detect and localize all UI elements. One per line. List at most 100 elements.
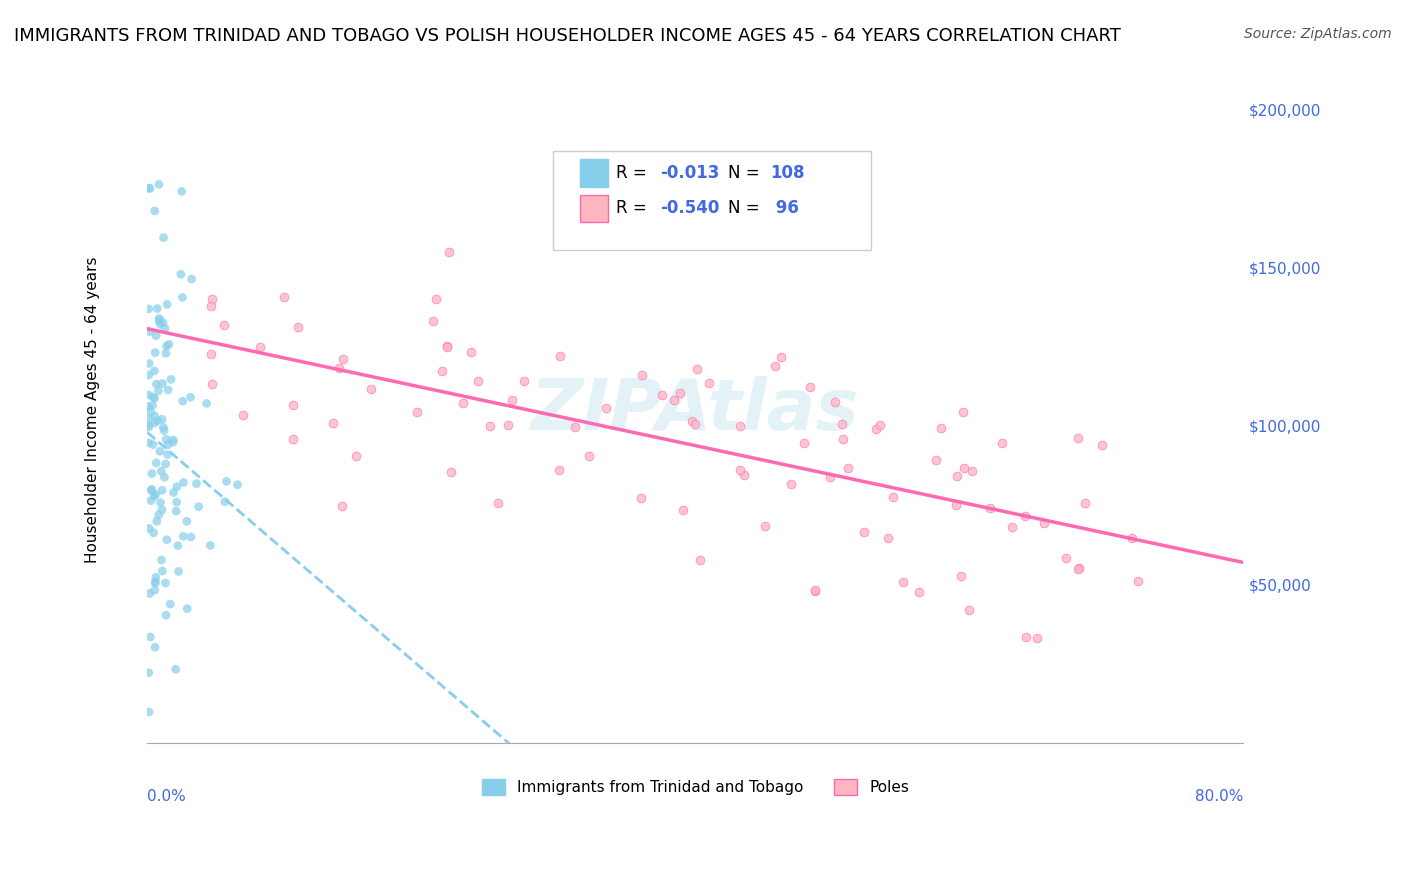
Point xyxy=(172,529,194,543)
Point xyxy=(143,416,166,430)
Point xyxy=(143,575,166,590)
Point xyxy=(831,417,853,431)
Point xyxy=(281,398,304,412)
Point xyxy=(979,501,1001,516)
Text: N =: N = xyxy=(728,200,765,218)
Point xyxy=(156,438,179,452)
Point xyxy=(148,384,170,398)
Point xyxy=(139,586,162,600)
Point xyxy=(425,292,447,306)
Point xyxy=(176,601,198,615)
Point xyxy=(876,531,898,545)
Point xyxy=(287,320,309,334)
Point xyxy=(949,568,972,582)
Point xyxy=(1121,531,1143,545)
Bar xyxy=(581,160,607,187)
Point xyxy=(156,533,179,547)
Point xyxy=(155,339,177,353)
Point xyxy=(155,608,177,623)
Point xyxy=(170,185,193,199)
Point xyxy=(273,290,295,304)
Point xyxy=(908,584,931,599)
Point xyxy=(166,539,188,553)
Point xyxy=(332,351,354,366)
Point xyxy=(141,399,163,413)
Point xyxy=(957,603,980,617)
Point xyxy=(360,382,382,396)
Point xyxy=(803,584,825,599)
Point xyxy=(437,244,460,259)
Point xyxy=(176,514,198,528)
Point xyxy=(186,476,208,491)
Point xyxy=(162,485,184,500)
Point xyxy=(925,453,948,467)
Point xyxy=(662,392,685,407)
Point xyxy=(200,539,222,553)
Point xyxy=(157,383,180,397)
Point xyxy=(686,362,709,376)
Point xyxy=(138,521,160,535)
Point xyxy=(138,181,160,195)
Point xyxy=(153,321,176,335)
Point xyxy=(145,575,167,590)
Point xyxy=(578,449,600,463)
Point xyxy=(689,552,711,566)
Point xyxy=(138,418,160,433)
Text: R =: R = xyxy=(616,200,652,218)
Point xyxy=(1015,630,1038,644)
Point xyxy=(142,437,165,451)
Point xyxy=(498,417,520,432)
Point xyxy=(631,368,654,382)
Point xyxy=(138,411,160,425)
Point xyxy=(820,470,842,484)
Point xyxy=(436,341,458,355)
Text: IMMIGRANTS FROM TRINIDAD AND TOBAGO VS POLISH HOUSEHOLDER INCOME AGES 45 - 64 YE: IMMIGRANTS FROM TRINIDAD AND TOBAGO VS P… xyxy=(14,27,1121,45)
Point xyxy=(668,385,690,400)
Point xyxy=(138,325,160,339)
Point xyxy=(138,435,160,450)
Point xyxy=(173,475,195,490)
Point xyxy=(143,640,166,655)
Point xyxy=(166,480,188,494)
Point xyxy=(467,374,489,388)
Point xyxy=(143,392,166,406)
Point xyxy=(946,468,969,483)
Point xyxy=(548,349,571,363)
Point xyxy=(157,337,180,351)
Point xyxy=(1074,496,1097,510)
Point xyxy=(328,361,350,376)
Point xyxy=(770,350,793,364)
Point xyxy=(200,299,222,313)
Point xyxy=(1054,551,1077,566)
Point xyxy=(138,301,160,316)
Point xyxy=(172,394,194,409)
Point xyxy=(139,483,162,498)
Point xyxy=(143,409,166,423)
Point xyxy=(172,290,194,304)
Point xyxy=(152,376,174,391)
Point xyxy=(146,301,169,316)
Point xyxy=(832,432,855,446)
Point xyxy=(148,508,170,522)
Point xyxy=(180,390,202,404)
Point xyxy=(184,781,207,796)
Point xyxy=(595,401,617,416)
Point xyxy=(148,311,170,326)
Point xyxy=(155,432,177,446)
FancyBboxPatch shape xyxy=(553,151,870,251)
Point xyxy=(960,464,983,478)
Point xyxy=(138,357,160,371)
Point xyxy=(143,345,166,359)
Point xyxy=(138,388,160,402)
Point xyxy=(869,418,891,433)
Point xyxy=(159,597,181,611)
Point xyxy=(478,419,501,434)
Point xyxy=(991,436,1014,450)
Point xyxy=(1067,562,1090,576)
Point xyxy=(146,414,169,428)
Point xyxy=(436,339,458,353)
Point xyxy=(1001,520,1024,534)
Point xyxy=(672,503,695,517)
Legend: Immigrants from Trinidad and Tobago, Poles: Immigrants from Trinidad and Tobago, Pol… xyxy=(475,773,915,801)
Text: -0.540: -0.540 xyxy=(661,200,720,218)
